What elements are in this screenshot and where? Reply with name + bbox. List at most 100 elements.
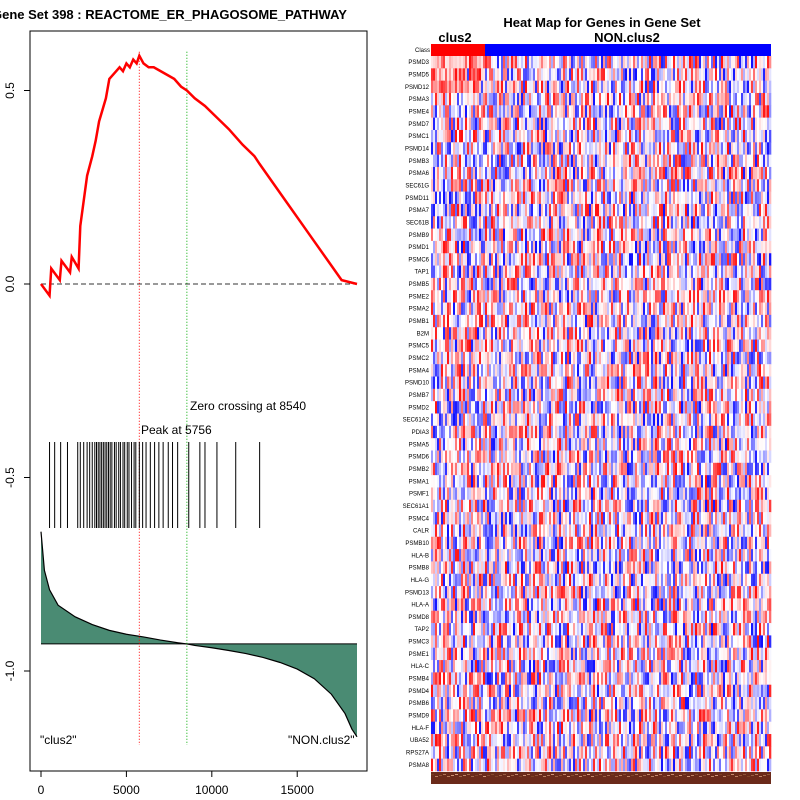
heatmap-row-label: SEC61A1 [403,504,430,510]
y-tick-label: 0.0 [3,275,17,292]
heatmap-row [431,216,772,229]
heatmap-row [431,364,772,377]
bottom-strip-bg [431,772,771,784]
heatmap-row [431,586,772,599]
heatmap-row-label: PSMD5 [408,72,429,78]
heatmap-row-label: PSMC5 [408,344,429,350]
heatmap-row-labels: PSMD3 PSMD5 PSMD12 PSMA3 PSME4 PSMD7 PSMC1 PSMD… [403,60,430,769]
heatmap-row-label: PSMA8 [409,763,430,769]
heatmap-row [431,647,772,661]
heatmap-bottom-strip [431,772,771,784]
heatmap-row [431,623,772,636]
heatmap-row [431,142,772,155]
heatmap-row [431,129,772,143]
heatmap-row [431,240,772,254]
heatmap-row-label: PSMD8 [408,615,429,621]
heatmap-row [431,573,772,587]
peak-label: Peak at 5756 [141,423,212,437]
heatmap-row [431,302,772,316]
heatmap-row-label: PSMD11 [405,196,429,202]
heatmap-title: Heat Map for Genes in Gene Set [503,15,701,30]
heatmap-panel: Heat Map for Genes in Gene Set clus2 NON… [403,15,772,784]
heatmap-row [431,746,772,759]
y-tick-label: -0.5 [3,467,17,488]
heatmap-row-label: PSMB3 [409,159,430,165]
heatmap-row-label: PDIA3 [412,430,430,436]
heatmap-row-label: PSMB6 [409,701,430,707]
heatmap-row [431,56,772,69]
heatmap-row [431,660,772,673]
heatmap-row-label: HLA-F [412,726,430,732]
heatmap-row-label: PSMB4 [409,677,430,683]
ranked-metric-fill [41,531,357,737]
left-class-label: "clus2" [40,733,77,747]
heatmap-row-label: PSMD13 [405,590,430,596]
heatmap-row-label: PSMA2 [409,307,430,313]
heatmap-row [431,524,772,538]
group-label-clus2: clus2 [438,30,471,45]
gene-hit-markers [49,442,261,528]
heatmap-row-label: TAP2 [414,627,429,633]
heatmap-row [431,191,772,205]
heatmap-row [431,80,772,94]
heatmap-row-label: PSMB5 [409,282,430,288]
class-row-label: Class [415,48,430,54]
heatmap-row-label: PSMD9 [408,714,429,720]
heatmap-row [431,314,772,328]
heatmap-row-label: PSMF1 [409,492,430,498]
heatmap-row [431,105,772,118]
heatmap-row-label: PSMC3 [408,640,429,646]
heatmap-row-label: PSMB8 [409,566,430,572]
heatmap-row-label: PSME2 [409,294,430,300]
class-bar-non-clus2 [485,44,771,56]
heatmap-row [431,339,772,353]
heatmap-row-label: PSMA6 [409,171,430,177]
ranked-metric-outline [40,531,358,738]
y-tick-label: 0.5 [3,82,17,99]
heatmap-row-label: HLA-A [411,603,429,609]
heatmap-row [431,721,772,735]
heatmap-row [431,290,772,303]
heatmap-row-label: RPS27A [406,751,429,757]
heatmap-row-label: PSMC2 [408,356,429,362]
heatmap-row [431,228,772,242]
heatmap-row-label: PSMD7 [408,122,429,128]
ranked-metric-area [40,531,358,738]
enrichment-plot-panel: Gene Set 398 : REACTOME_ER_PHAGOSOME_PAT… [0,7,368,797]
heatmap-row [431,598,772,612]
heatmap-row [431,277,772,291]
heatmap-row [431,512,772,525]
heatmap-row-label: TAP1 [414,270,429,276]
heatmap-row [431,549,772,562]
heatmap-row [431,92,772,106]
enrichment-plot-frame [29,30,368,772]
heatmap-row [431,154,772,168]
heatmap-row-label: SEC61B [406,220,429,226]
x-tick-label: 15000 [281,783,315,797]
heatmap-row-label: PSMD1 [408,245,429,251]
heatmap-row [431,351,772,365]
heatmap-row [431,499,772,513]
heatmap-row-label: PSMB2 [409,467,430,473]
y-axis: -1.0 -0.5 0.0 0.5 [3,82,30,681]
heatmap-row [431,203,772,217]
heatmap-row-label: PSMB10 [405,541,429,547]
heatmap-row [431,425,772,439]
heatmap-row-label: PSMA4 [409,368,430,374]
heatmap-row [431,117,772,131]
heatmap-row-label: B2M [417,331,429,337]
heatmap-row [431,758,772,772]
heatmap-row-label: HLA-C [411,664,430,670]
heatmap-row-label: HLA-B [411,553,429,559]
heatmap-row-label: PSMD10 [405,381,430,387]
heatmap-row-label: PSMC4 [408,516,429,522]
heatmap-row [431,253,772,266]
heatmap-row-label: PSMA7 [409,208,430,214]
heatmap-row [431,734,772,747]
heatmap-row-label: PSMA1 [409,479,430,485]
heatmap-row-label: PSMD6 [408,455,429,461]
running-enrichment-score-line [39,52,358,300]
x-axis: 0 5000 10000 15000 [38,771,315,797]
heatmap-row-label: PSMB7 [409,393,430,399]
